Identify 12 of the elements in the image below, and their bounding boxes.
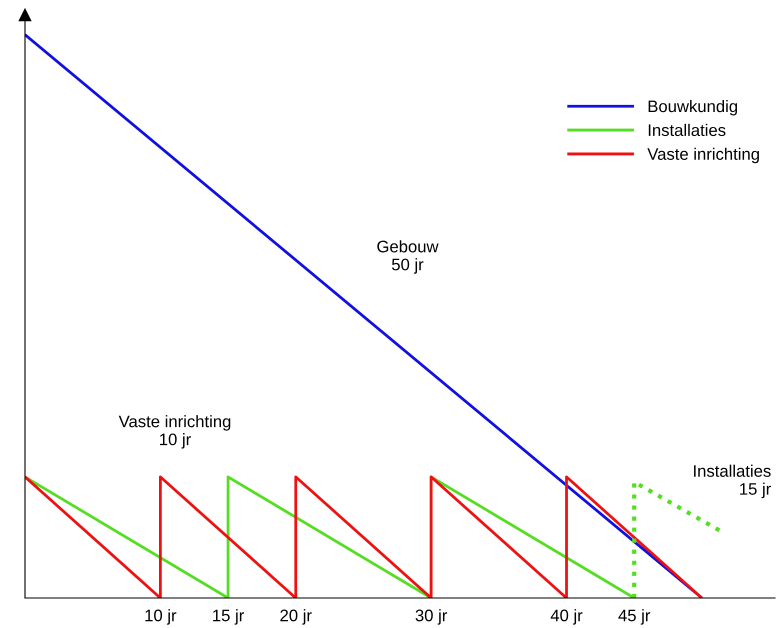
annotation: Gebouw 50 jr <box>377 240 439 274</box>
legend-label: Installaties <box>648 124 726 136</box>
legend-label: Bouwkundig <box>648 100 738 116</box>
legend-label: Vaste inrichting <box>647 148 759 164</box>
x-tick-label: 15 jr <box>213 609 244 625</box>
x-tick-label: 10 jr <box>145 609 176 625</box>
x-tick-label: 30 jr <box>416 609 448 625</box>
x-tick-label: 20 jr <box>280 609 312 625</box>
x-tick-label: 40 jr <box>550 609 582 625</box>
annotation: Vaste inrichting 10 jr <box>118 415 230 449</box>
annotation: Installaties 15 jr <box>694 464 771 498</box>
x-tick-label: 45 jr <box>618 609 650 625</box>
